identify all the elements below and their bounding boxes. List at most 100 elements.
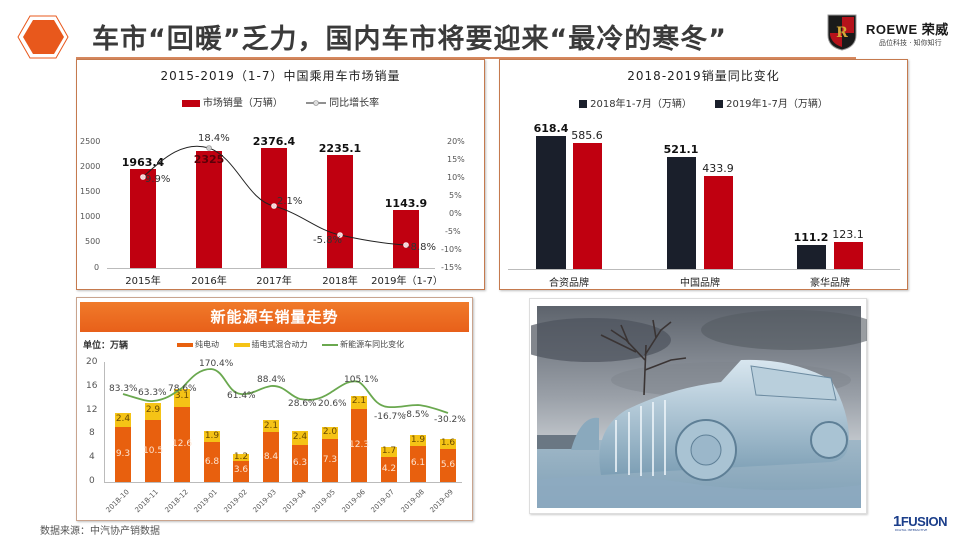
- phev-value: 1.6: [440, 438, 456, 448]
- bar-phev: [115, 413, 131, 427]
- phev-value: 2.4: [115, 414, 131, 424]
- brand-comparison-chart: 2018-2019销量同比变化 2018年1-7月（万辆） 2019年1-7月（…: [499, 59, 908, 290]
- y2-tick: -5%: [445, 227, 461, 236]
- y-tick: 16: [86, 381, 98, 391]
- bar-2016: [196, 151, 222, 268]
- y-tick: 1000: [80, 212, 101, 221]
- bev-value: 6.3: [292, 458, 308, 468]
- bev-value: 6.1: [410, 458, 426, 468]
- bar-value-label: 2325: [193, 153, 225, 166]
- phev-value: 2.0: [322, 427, 338, 437]
- nev-yoy-line: [122, 368, 449, 414]
- bar-value-label: 111.2: [793, 231, 829, 244]
- x-category-label: 2016年: [191, 276, 227, 287]
- x-category-label: 合资品牌: [549, 278, 589, 289]
- bar-cn-2018: [667, 157, 696, 269]
- market-sales-chart: 2015-2019（1-7）中国乘用车市场销量 市场销量（万辆） 同比增长率 2…: [76, 59, 485, 290]
- svg-text:R: R: [836, 25, 848, 41]
- frozen-car-photo: [529, 298, 867, 514]
- growth-label: 2.1%: [277, 196, 303, 207]
- bar-value-label: 2235.1: [318, 142, 362, 155]
- bev-value: 12.3: [349, 440, 370, 450]
- yoy-label: 78.6%: [168, 384, 197, 394]
- y2-tick: 10%: [447, 173, 465, 182]
- yoy-label: 28.6%: [288, 399, 317, 409]
- hexagon-logo-icon: [17, 15, 69, 59]
- bar-phev: [322, 427, 338, 439]
- x-category-label: 豪华品牌: [810, 278, 850, 289]
- bar-bev: [204, 442, 220, 482]
- bar-bev: [115, 427, 131, 482]
- legend-item-2018: 2018年1-7月（万辆）: [579, 95, 692, 110]
- bev-value: 10.5: [143, 446, 164, 456]
- legend-swatch-2018: [579, 100, 588, 108]
- growth-label: 9.9%: [145, 174, 171, 185]
- x-category-label: 2019年（1-7）: [371, 276, 443, 287]
- yoy-label: 105.1%: [344, 375, 379, 385]
- chart-title: 新能源车销量走势: [80, 302, 469, 332]
- yoy-label: -16.7%: [374, 412, 406, 422]
- phev-value: 1.9: [410, 435, 426, 445]
- growth-label: -5.8%: [313, 235, 343, 246]
- nev-sales-chart: 新能源车销量走势 单位：万辆 纯电动 插电式混合动力 新能源车同比变化 20 1…: [76, 297, 473, 521]
- y2-tick: 15%: [447, 155, 465, 164]
- bar-bev: [440, 449, 456, 482]
- bar-jv-2018: [536, 136, 566, 269]
- bar-jv-2019: [573, 143, 602, 269]
- phev-value: 3.1: [174, 391, 190, 401]
- legend-swatch-bar: [181, 99, 200, 107]
- phev-value: 2.4: [292, 432, 308, 442]
- bar-phev: [381, 447, 397, 457]
- roewe-shield-icon: R: [827, 14, 857, 51]
- bev-value: 3.6: [233, 465, 249, 475]
- fusion-logo: 1FUSION DIGITAL INTERACTIVE: [893, 513, 949, 535]
- bev-value: 4.2: [381, 464, 397, 474]
- bar-bev: [263, 432, 279, 482]
- logo-brand: ROEWE 荣威: [866, 22, 949, 37]
- x-category-label: 2017年: [256, 276, 292, 287]
- phev-value: 2.1: [351, 396, 367, 406]
- y-tick: 0: [89, 476, 95, 486]
- growth-rate-line: [140, 145, 409, 248]
- growth-label: -8.8%: [407, 242, 437, 253]
- bar-phev: [292, 431, 308, 445]
- bev-value: 5.6: [440, 460, 456, 470]
- unit-label: 单位：万辆: [83, 341, 129, 351]
- fusion-subtitle: DIGITAL INTERACTIVE: [895, 528, 928, 532]
- fusion-brand: 1FUSION: [893, 513, 947, 530]
- legend-item-sales: 市场销量（万辆）: [181, 94, 283, 109]
- y-tick: 2500: [80, 137, 101, 146]
- frozen-car-image: [531, 306, 867, 508]
- chart-title: 2018-2019销量同比变化: [627, 69, 780, 83]
- yoy-label: -8.5%: [403, 410, 430, 420]
- y2-tick: -10%: [441, 245, 462, 254]
- logo-tagline: 品位科技 · 知你知行: [879, 39, 942, 47]
- bar-phev: [204, 431, 220, 442]
- bar-phev: [145, 403, 161, 420]
- chart-title: 2015-2019（1-7）中国乘用车市场销量: [160, 69, 401, 83]
- x-axis-line: [508, 269, 900, 270]
- bar-lux-2018: [797, 245, 826, 269]
- y-tick: 8: [89, 428, 95, 438]
- bar-value-label: 1143.9: [384, 197, 428, 210]
- y-tick: 1500: [80, 187, 101, 196]
- roewe-logo: R ROEWE 荣威 品位科技 · 知你知行: [826, 13, 954, 53]
- title-divider: [76, 57, 856, 59]
- bar-phev: [233, 454, 249, 461]
- x-category-label: 中国品牌: [680, 278, 720, 289]
- bev-value: 6.8: [204, 457, 220, 467]
- yoy-label: 170.4%: [199, 359, 234, 369]
- chart-legend: 纯电动 插电式混合动力 新能源车同比变化: [177, 339, 416, 350]
- legend-item-phev: 插电式混合动力: [233, 339, 308, 350]
- phev-value: 1.9: [204, 431, 220, 441]
- legend-item-growth: 同比增长率: [306, 94, 379, 109]
- bar-bev: [145, 420, 161, 482]
- y-tick: 12: [86, 405, 98, 415]
- bar-bev: [174, 407, 190, 482]
- yoy-label: 20.6%: [318, 399, 347, 409]
- x-axis-line: [104, 482, 462, 483]
- legend-item-bev: 纯电动: [177, 339, 219, 350]
- legend-item-yoy: 新能源车同比变化: [322, 339, 404, 350]
- bar-cn-2019: [704, 176, 733, 269]
- bev-value: 8.4: [263, 452, 279, 462]
